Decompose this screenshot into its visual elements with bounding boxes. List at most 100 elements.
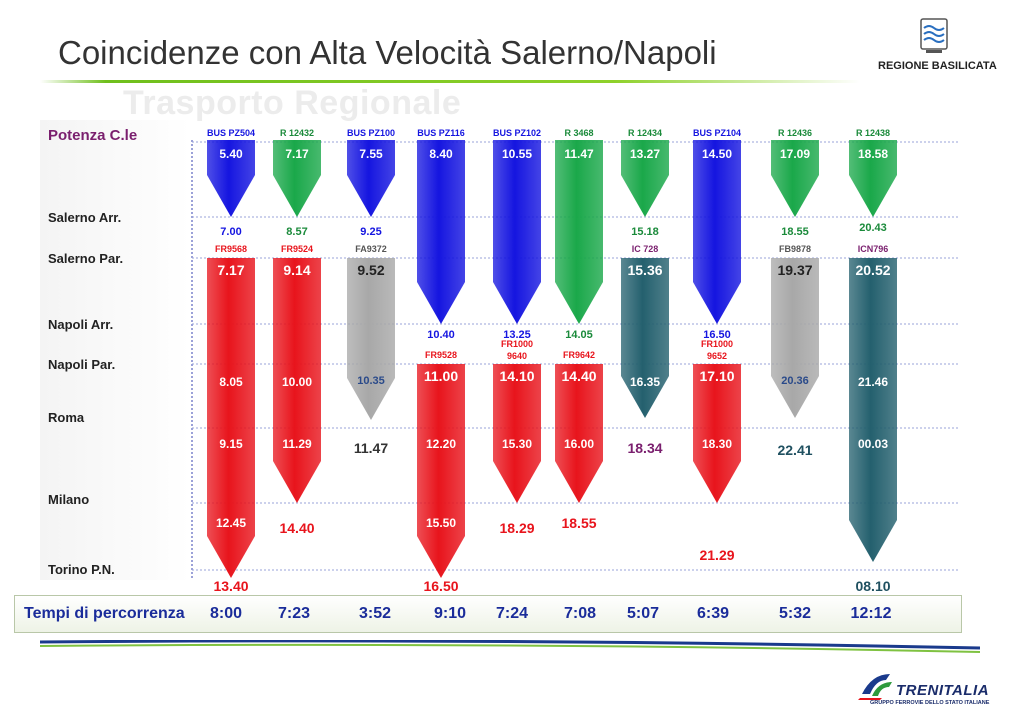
first-leg-label: R 3468 bbox=[564, 128, 594, 138]
station-salerno-par: Salerno Par. bbox=[48, 251, 124, 266]
second-leg-final-arrival: 11.47 bbox=[353, 440, 389, 456]
second-leg-arrow-5 bbox=[555, 364, 603, 503]
first-leg-departure: 8.40 bbox=[429, 147, 453, 161]
first-leg-arrival: 10.40 bbox=[427, 329, 455, 341]
second-leg-label: FR9568 bbox=[214, 244, 248, 254]
second-leg-arrow-1 bbox=[273, 258, 321, 503]
second-leg-torino: 13.40 bbox=[213, 578, 249, 594]
first-leg-arrival: 14.05 bbox=[565, 329, 593, 341]
first-leg-arrival: 15.18 bbox=[631, 226, 659, 238]
first-leg-label: BUS PZ104 bbox=[692, 128, 742, 138]
second-leg-label: IC 728 bbox=[631, 244, 659, 254]
second-leg-final-arrival: 21.29 bbox=[699, 547, 735, 563]
second-leg-label: ICN796 bbox=[857, 244, 889, 254]
brand-subtitle: GRUPPO FERROVIE DELLO STATO ITALIANE bbox=[870, 700, 990, 706]
second-leg-napoli: 10.35 bbox=[357, 375, 385, 387]
first-leg-arrival: 9.25 bbox=[360, 226, 382, 238]
second-leg-arrow-9 bbox=[849, 258, 897, 562]
first-leg-arrow-1 bbox=[273, 140, 321, 217]
second-leg-roma: 15.30 bbox=[501, 437, 533, 451]
region-name: REGIONE BASILICATA bbox=[878, 60, 997, 72]
second-leg-final-arrival: 08.10 bbox=[855, 578, 891, 594]
station-roma: Roma bbox=[48, 410, 85, 425]
first-leg-label: R 12432 bbox=[279, 128, 315, 138]
second-leg-departure: 9.52 bbox=[357, 262, 385, 278]
first-leg-label: BUS PZ116 bbox=[417, 128, 465, 138]
second-leg-label: FR1000 9640 bbox=[500, 339, 534, 361]
second-leg-arrow-0 bbox=[207, 258, 255, 578]
second-leg-departure: 14.40 bbox=[561, 368, 597, 384]
first-leg-departure: 10.55 bbox=[501, 147, 533, 161]
travel-time-label: Tempi di percorrenza bbox=[24, 605, 185, 622]
travel-time-value: 7:08 bbox=[563, 605, 597, 622]
first-leg-departure: 18.58 bbox=[857, 147, 889, 161]
second-leg-departure: 20.52 bbox=[855, 262, 891, 278]
first-leg-label: R 12438 bbox=[855, 128, 891, 138]
second-leg-departure: 17.10 bbox=[699, 368, 735, 384]
second-leg-napoli: 20.36 bbox=[781, 375, 809, 387]
first-leg-arrow-8 bbox=[771, 140, 819, 217]
first-leg-arrival: 13.25 bbox=[503, 329, 531, 341]
second-leg-label: FA9372 bbox=[355, 244, 387, 254]
travel-time-value: 7:24 bbox=[495, 605, 529, 622]
second-leg-roma: 18.30 bbox=[701, 437, 733, 451]
first-leg-arrow-5 bbox=[555, 140, 603, 324]
second-leg-departure: 11.00 bbox=[423, 368, 459, 384]
first-leg-arrival: 18.55 bbox=[781, 226, 809, 238]
first-leg-departure: 5.40 bbox=[219, 147, 243, 161]
second-leg-roma: 11.29 bbox=[282, 437, 312, 451]
second-leg-label: FR1000 9652 bbox=[700, 339, 734, 361]
second-leg-arrow-7 bbox=[693, 364, 741, 503]
watermark-text: Trasporto Regionale bbox=[123, 84, 462, 122]
station-napoli-par: Napoli Par. bbox=[48, 357, 116, 372]
second-leg-arrow-2 bbox=[347, 258, 395, 420]
second-leg-milano: 12.45 bbox=[215, 516, 247, 530]
second-leg-arrow-3 bbox=[417, 364, 465, 578]
second-leg-label: FR9642 bbox=[562, 350, 596, 360]
first-leg-departure: 7.17 bbox=[285, 147, 309, 161]
title-underline bbox=[40, 80, 860, 83]
second-leg-roma: 00.03 bbox=[857, 437, 889, 451]
second-leg-napoli: 10.00 bbox=[281, 375, 313, 389]
first-leg-label: BUS PZ100 bbox=[346, 128, 396, 138]
travel-time-value: 8:00 bbox=[209, 605, 243, 622]
first-leg-arrow-4 bbox=[493, 140, 541, 324]
trenitalia-logo-icon bbox=[858, 674, 892, 700]
second-leg-final-arrival: 18.55 bbox=[561, 515, 597, 531]
travel-time-value: 5:32 bbox=[778, 605, 812, 622]
second-leg-napoli: 21.46 bbox=[857, 375, 889, 389]
second-leg-label: FB9878 bbox=[778, 244, 812, 254]
first-leg-arrow-0 bbox=[207, 140, 255, 217]
second-leg-departure: 14.10 bbox=[499, 368, 535, 384]
travel-time-value: 12:12 bbox=[850, 605, 892, 622]
second-leg-arrow-4 bbox=[493, 364, 541, 503]
first-leg-arrival: 8.57 bbox=[286, 226, 308, 238]
second-leg-napoli: 8.05 bbox=[219, 375, 243, 389]
second-leg-departure: 19.37 bbox=[777, 262, 813, 278]
second-leg-departure: 7.17 bbox=[217, 262, 245, 278]
first-leg-arrow-2 bbox=[347, 140, 395, 217]
first-leg-arrow-3 bbox=[417, 140, 465, 324]
first-leg-label: BUS PZ504 bbox=[206, 128, 256, 138]
first-leg-arrow-7 bbox=[693, 140, 741, 324]
first-leg-departure: 13.27 bbox=[629, 147, 661, 161]
second-leg-milano: 15.50 bbox=[425, 516, 457, 530]
first-leg-arrival: 16.50 bbox=[703, 329, 731, 341]
first-leg-departure: 17.09 bbox=[779, 147, 811, 161]
brand-name: TRENITALIA bbox=[896, 682, 990, 699]
travel-time-value: 6:39 bbox=[696, 605, 730, 622]
second-leg-final-arrival: 18.29 bbox=[499, 520, 535, 536]
first-leg-label: R 12436 bbox=[777, 128, 813, 138]
second-leg-arrow-8 bbox=[771, 258, 819, 418]
first-leg-label: BUS PZ102 bbox=[492, 128, 542, 138]
first-leg-arrival: 7.00 bbox=[220, 226, 242, 238]
second-leg-label: FR9528 bbox=[424, 350, 458, 360]
page-title: Coincidenze con Alta Velocità Salerno/Na… bbox=[58, 34, 717, 71]
station-napoli-arr: Napoli Arr. bbox=[48, 317, 114, 332]
regione-basilicata-crest-icon bbox=[920, 18, 948, 53]
station-milano: Milano bbox=[48, 492, 90, 507]
travel-time-value: 7:23 bbox=[277, 605, 311, 622]
travel-time-value: 9:10 bbox=[433, 605, 467, 622]
